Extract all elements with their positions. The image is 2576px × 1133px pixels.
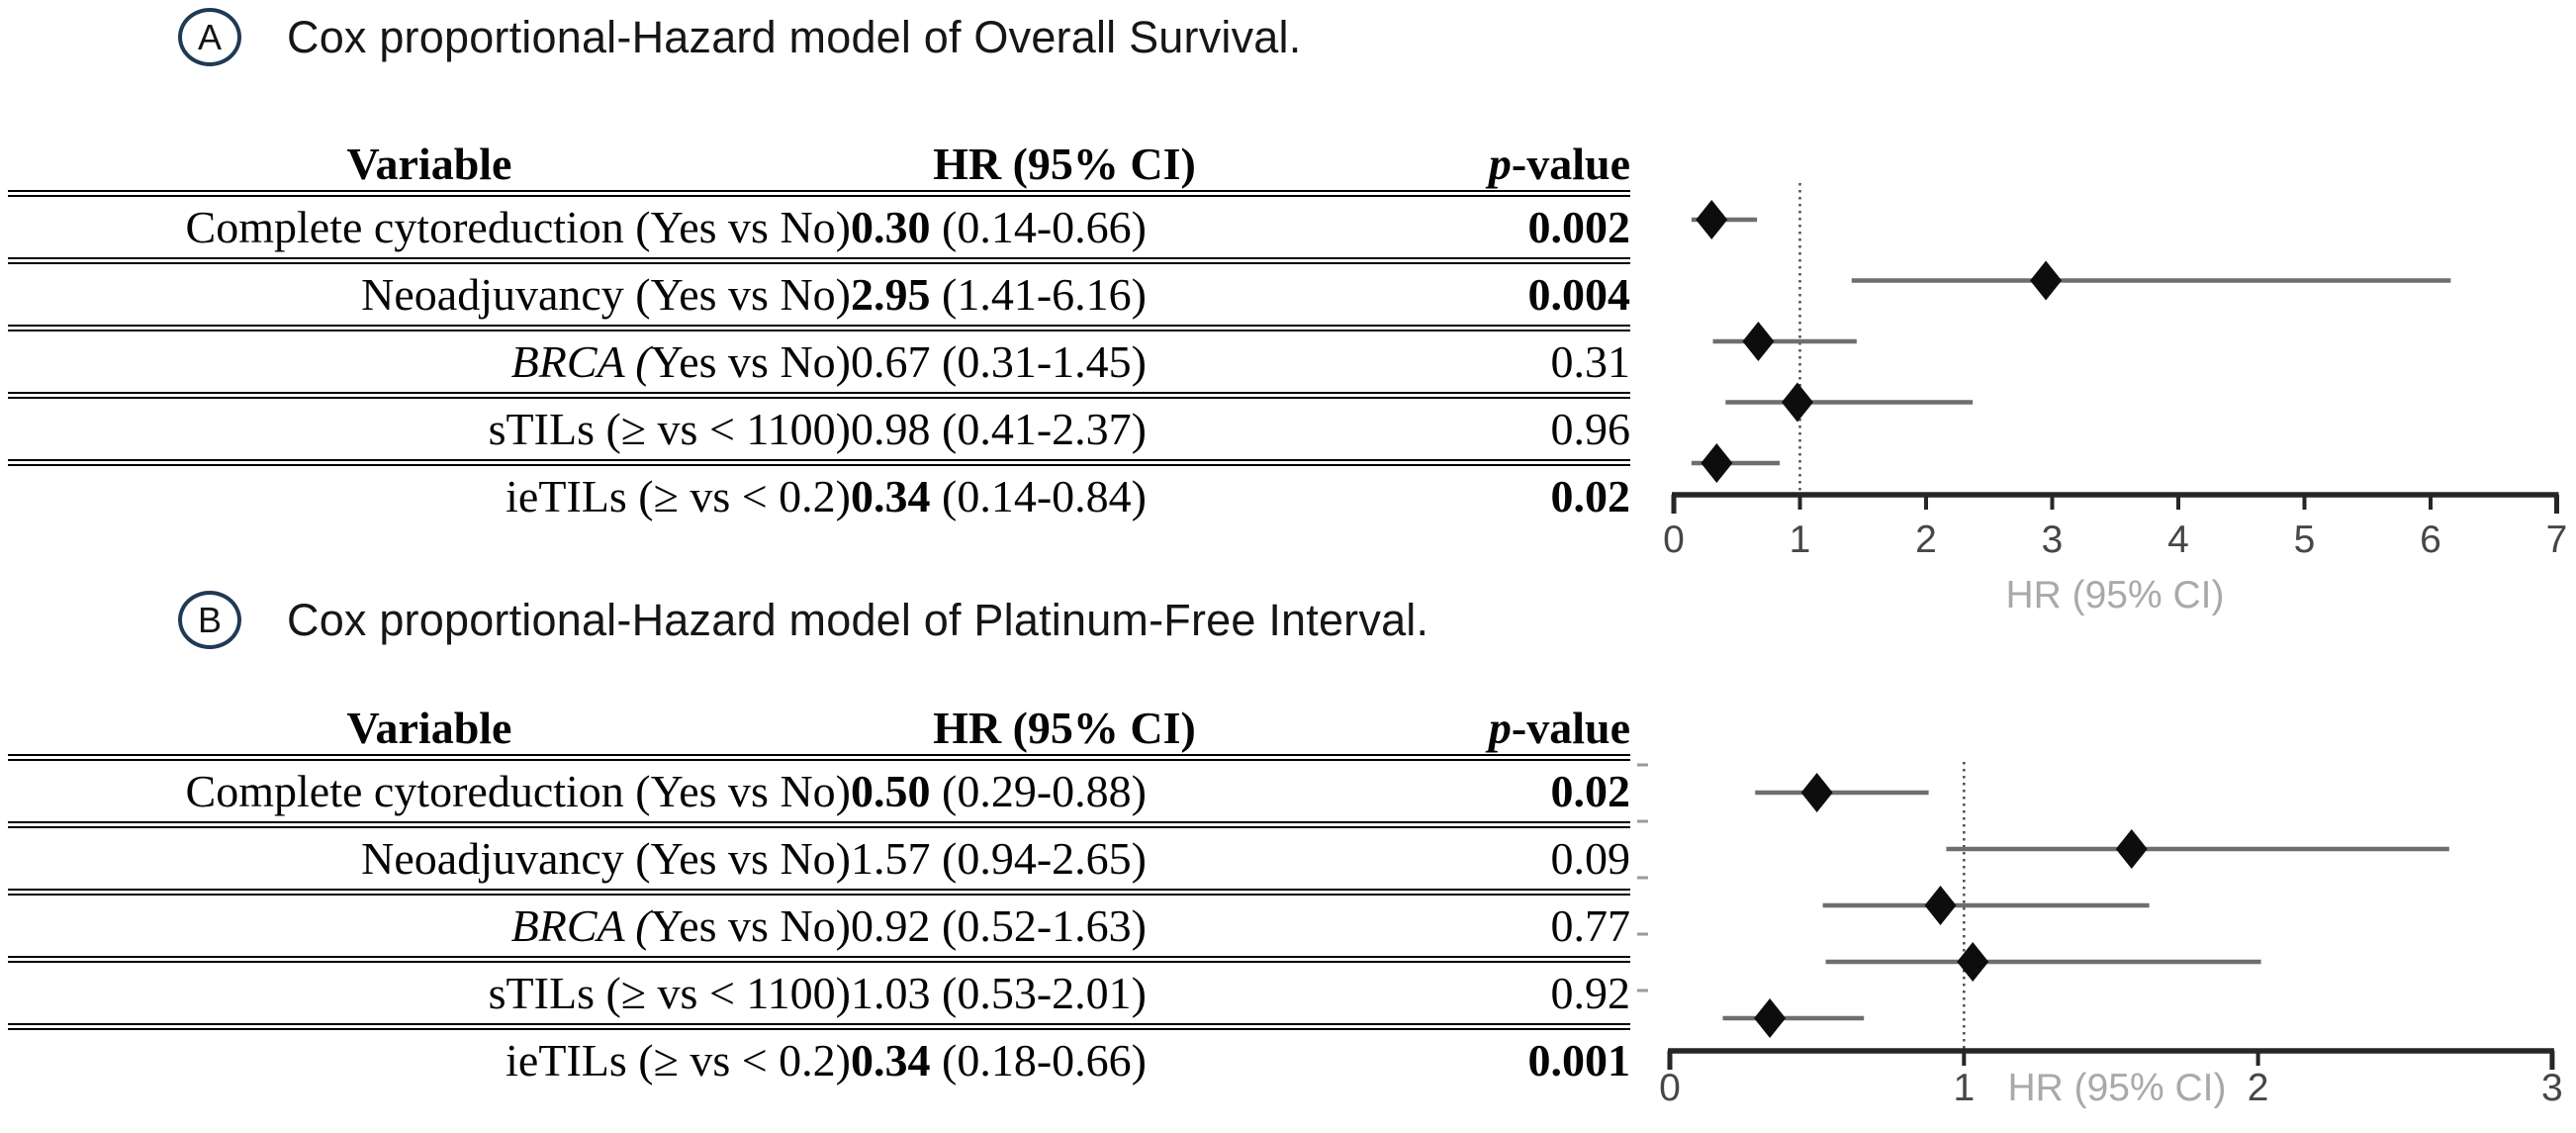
pvalue-header-italic: p <box>1488 138 1512 189</box>
hr-diamond <box>1696 200 1728 239</box>
hr-ci-cell: 0.34 (0.18-0.66) <box>851 1035 1147 1086</box>
hr-diamond <box>1742 322 1775 361</box>
table-header-row: Variable HR (95% CI) p-value <box>8 137 1630 197</box>
panel-b-table: Variable HR (95% CI) p-value Complete cy… <box>8 701 1630 1090</box>
hr-diamond <box>1701 443 1733 483</box>
variable-header: Variable <box>8 137 851 197</box>
table-row: BRCA (Yes vs No) 0.67 (0.31-1.45) 0.31 <box>8 328 1630 399</box>
x-tick-label: 2 <box>2248 1067 2269 1109</box>
pvalue-header-rest: -value <box>1511 702 1630 753</box>
variable-cell: Neoadjuvancy (Yes vs No) <box>8 824 851 896</box>
hr-diamond <box>1781 382 1813 423</box>
panel-b-label: B <box>197 599 222 640</box>
variable-cell: Complete cytoreduction (Yes vs No) <box>8 757 851 828</box>
variable-cell: ieTILs (≥ vs < 0.2) <box>506 1035 851 1086</box>
panel-b-label-circle: B <box>178 591 241 649</box>
variable-cell: Neoadjuvancy (Yes vs No) <box>8 260 851 331</box>
x-tick-label: 5 <box>2294 519 2316 561</box>
table-row: BRCA (Yes vs No) 0.92 (0.52-1.63) 0.77 <box>8 892 1630 963</box>
table-row: ieTILs (≥ vs < 0.2) 0.34 (0.14-0.84) 0.02 <box>8 463 1630 527</box>
hr-diamond <box>1754 998 1787 1038</box>
variable-cell: BRCA (Yes vs No) <box>8 892 851 963</box>
hr-ci-cell: 2.95 (1.41-6.16) <box>851 260 1278 331</box>
panel-a-label-circle: A <box>178 8 241 66</box>
hr-ci-cell: 0.30 (0.14-0.66) <box>851 193 1278 264</box>
panel-a-title: A Cox proportional-Hazard model of Overa… <box>178 8 1301 66</box>
x-axis-label: HR (95% CI) <box>2007 1067 2226 1109</box>
x-tick-label: 3 <box>2541 1067 2563 1109</box>
table-row: sTILs (≥ vs < 1100) 0.98 (0.41-2.37) 0.96 <box>8 395 1630 466</box>
pvalue-header: p-value <box>1278 701 1630 761</box>
hr-header: HR (95% CI) <box>851 137 1278 197</box>
hr-ci-cell: 0.67 (0.31-1.45) <box>851 328 1278 399</box>
panel-b-title-text: Cox proportional-Hazard model of Platinu… <box>287 594 1429 645</box>
hr-ci-cell: 0.50 (0.29-0.88) <box>851 757 1278 828</box>
x-tick-label: 0 <box>1663 519 1685 561</box>
pvalue-cell: 0.02 <box>1278 757 1630 828</box>
pvalue-cell: 0.77 <box>1278 892 1630 963</box>
x-tick-label: 1 <box>1790 519 1811 561</box>
hr-diamond <box>1800 773 1833 812</box>
variable-cell: ieTILs (≥ vs < 0.2) <box>506 471 851 521</box>
variable-cell: BRCA (Yes vs No) <box>8 328 851 399</box>
table-row: Complete cytoreduction (Yes vs No) 0.50 (… <box>8 757 1630 828</box>
pvalue-cell: 0.31 <box>1278 328 1630 399</box>
panel-a-table: Variable HR (95% CI) p-value Complete cy… <box>8 137 1630 526</box>
pvalue-cell: 0.001 <box>1527 1035 1631 1086</box>
pvalue-cell: 0.96 <box>1278 395 1630 466</box>
variable-cell: sTILs (≥ vs < 1100) <box>8 395 851 466</box>
variable-cell: Complete cytoreduction (Yes vs No) <box>8 193 851 264</box>
pvalue-header-italic: p <box>1488 702 1512 753</box>
x-tick-label: 3 <box>2042 519 2064 561</box>
hr-ci-cell: 1.57 (0.94-2.65) <box>851 824 1278 896</box>
table-row: Complete cytoreduction (Yes vs No) 0.30 (… <box>8 193 1630 264</box>
panel-a-title-text: Cox proportional-Hazard model of Overall… <box>287 11 1302 62</box>
table-row: ieTILs (≥ vs < 0.2) 0.34 (0.18-0.66) 0.001 <box>8 1027 1630 1091</box>
pvalue-header: p-value <box>1278 137 1630 197</box>
table-row: sTILs (≥ vs < 1100) 1.03 (0.53-2.01) 0.92 <box>8 959 1630 1030</box>
panel-b-title: B Cox proportional-Hazard model of Plati… <box>178 591 1428 649</box>
panel-a-forest-plot: 0 1 2 3 4 5 6 7 HR (95% CI) <box>1663 183 2568 616</box>
x-tick-label: 2 <box>1915 519 1937 561</box>
x-tick-label: 0 <box>1659 1067 1681 1109</box>
pvalue-cell: 0.004 <box>1278 260 1630 331</box>
hr-header: HR (95% CI) <box>851 701 1278 761</box>
hr-ci-cell: 0.92 (0.52-1.63) <box>851 892 1278 963</box>
table-row: Neoadjuvancy (Yes vs No) 1.57 (0.94-2.65)… <box>8 824 1630 896</box>
hr-ci-cell: 1.03 (0.53-2.01) <box>851 959 1278 1030</box>
x-tick-label: 6 <box>2420 519 2441 561</box>
x-axis-label: HR (95% CI) <box>2005 574 2224 616</box>
panel-a-label: A <box>197 16 222 57</box>
table-row: Neoadjuvancy (Yes vs No) 2.95 (1.41-6.16)… <box>8 260 1630 331</box>
pvalue-header-rest: -value <box>1511 138 1630 189</box>
hr-diamond <box>1924 886 1957 925</box>
table-header-row: Variable HR (95% CI) p-value <box>8 701 1630 761</box>
hr-ci-cell: 0.98 (0.41-2.37) <box>851 395 1278 466</box>
pvalue-cell: 0.02 <box>1550 471 1631 521</box>
hr-diamond <box>1957 942 1989 982</box>
pvalue-cell: 0.09 <box>1278 824 1630 896</box>
x-tick-label: 1 <box>1953 1067 1975 1109</box>
hr-diamond <box>2030 260 2063 301</box>
x-tick-label: 4 <box>2167 519 2189 561</box>
pvalue-cell: 0.002 <box>1278 193 1630 264</box>
pvalue-cell: 0.92 <box>1278 959 1630 1030</box>
variable-cell: sTILs (≥ vs < 1100) <box>8 959 851 1030</box>
hr-diamond <box>2115 829 2148 869</box>
variable-header: Variable <box>8 701 851 761</box>
x-tick-label: 7 <box>2546 519 2568 561</box>
hr-ci-cell: 0.34 (0.14-0.84) <box>851 471 1147 521</box>
panel-b-forest-plot: 0 1 2 3 HR (95% CI) <box>1637 762 2563 1109</box>
